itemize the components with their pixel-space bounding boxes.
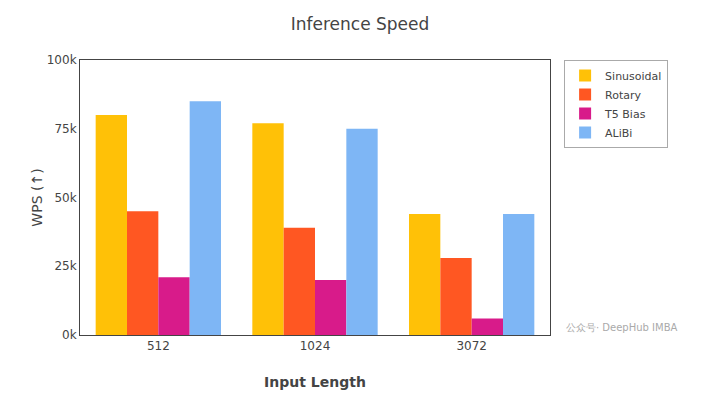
svg-text:50k: 50k: [54, 191, 76, 205]
svg-text:ALiBi: ALiBi: [605, 127, 632, 140]
svg-text:1024: 1024: [300, 339, 331, 353]
svg-text:512: 512: [147, 339, 170, 353]
svg-text:Inference Speed: Inference Speed: [291, 14, 430, 34]
svg-text:Input Length: Input Length: [264, 374, 366, 390]
svg-text:Sinusoidal: Sinusoidal: [605, 70, 661, 83]
svg-text:0k: 0k: [62, 328, 77, 342]
svg-text:100k: 100k: [47, 53, 77, 67]
svg-text:Rotary: Rotary: [605, 89, 641, 102]
svg-text:T5 Bias: T5 Bias: [604, 108, 646, 121]
svg-text:WPS (↑): WPS (↑): [29, 168, 45, 226]
svg-text:25k: 25k: [54, 259, 76, 273]
svg-text:3072: 3072: [456, 339, 487, 353]
svg-text:公众号· DeepHub IMBA: 公众号· DeepHub IMBA: [566, 322, 678, 333]
svg-text:75k: 75k: [54, 122, 76, 136]
